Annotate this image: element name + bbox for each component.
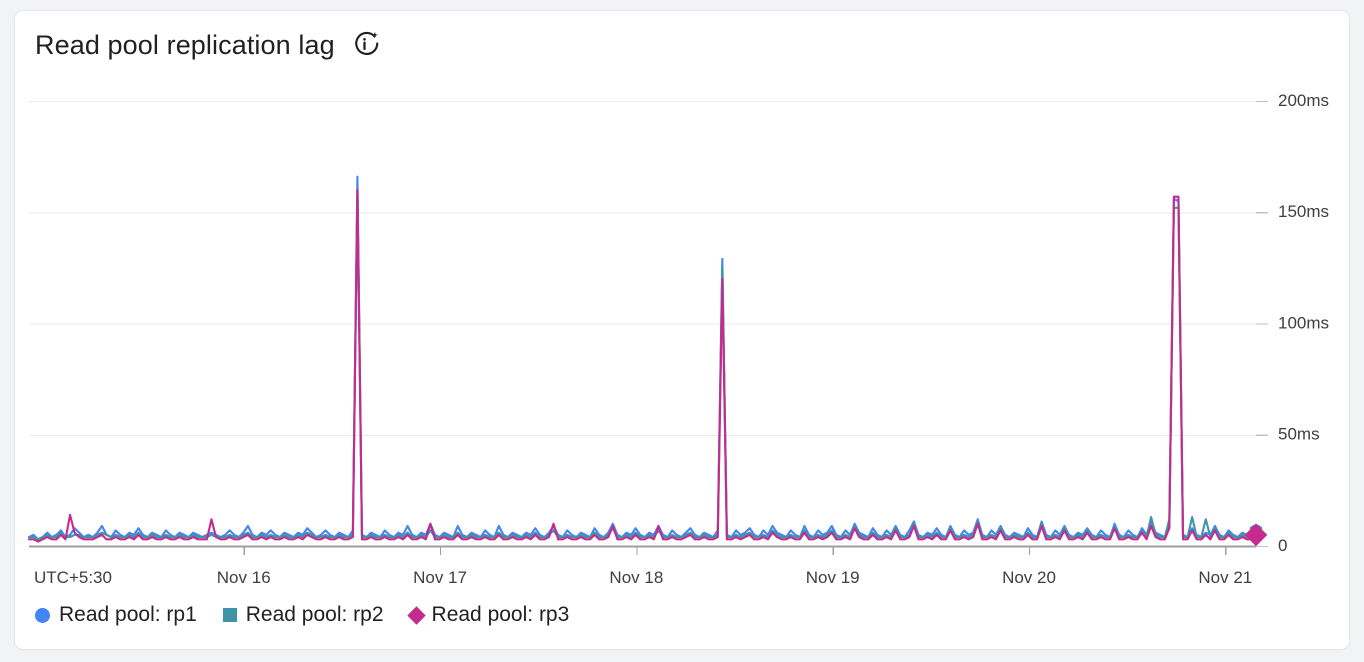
series-endpoint-marker [1244, 523, 1268, 547]
x-axis-tick-label: Nov 21 [1198, 568, 1252, 587]
legend-item-label: Read pool: rp1 [59, 603, 197, 626]
legend-swatch-diamond-icon [406, 605, 426, 625]
y-axis-tick-label: 0 [1278, 536, 1287, 555]
series-line-square [27, 186, 1258, 541]
x-axis-tick-label: Nov 20 [1002, 568, 1056, 587]
chart-card-header: Read pool replication lag [35, 29, 381, 61]
legend-item-1[interactable]: Read pool: rp1 [35, 603, 197, 627]
info-sparkle-icon[interactable] [351, 30, 381, 60]
page-title: Read pool replication lag [35, 30, 335, 60]
chart-plot-area: 200ms 150ms 100ms 50ms 0 Nov 16 Nov 17 Nov 18 No… [15, 11, 1351, 651]
y-axis-tick-label: 50ms [1278, 425, 1320, 444]
y-axis-tick-label: 100ms [1278, 313, 1329, 332]
x-axis-tick-label: Nov 16 [217, 568, 271, 587]
y-axis-tick-label: 150ms [1278, 202, 1329, 221]
legend-swatch-circle-icon [35, 607, 50, 623]
legend-item-2[interactable]: Read pool: rp2 [222, 603, 384, 627]
series-line-diamond [27, 188, 1258, 543]
y-axis-tick-label: 200ms [1278, 91, 1329, 110]
timezone-label: UTC+5:30 [34, 568, 112, 587]
legend-item-label: Read pool: rp2 [245, 603, 384, 626]
chart-card: Read pool replication lag 200ms 150ms 100m… [14, 10, 1350, 650]
series-line-circle [27, 175, 1258, 541]
chart-svg: 200ms 150ms 100ms 50ms 0 Nov 16 Nov 17 Nov 18 No… [27, 91, 1329, 587]
x-axis-tick-label: Nov 19 [806, 568, 860, 587]
legend-item-label: Read pool: rp3 [431, 603, 570, 626]
x-axis-tick-label: Nov 18 [609, 568, 663, 587]
legend-swatch-square-icon [222, 608, 237, 622]
x-axis-tick-label: Nov 17 [413, 568, 467, 587]
chart-legend: Read pool: rp1 Read pool: rp2 Read pool: r… [35, 603, 569, 627]
legend-item-3[interactable]: Read pool: rp3 [406, 603, 570, 627]
